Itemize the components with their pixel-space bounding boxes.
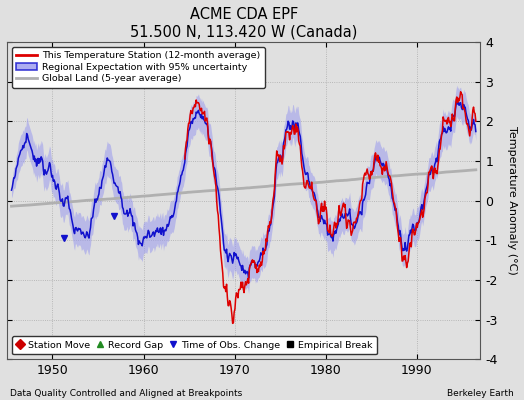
Text: Berkeley Earth: Berkeley Earth: [447, 389, 514, 398]
Text: Data Quality Controlled and Aligned at Breakpoints: Data Quality Controlled and Aligned at B…: [10, 389, 243, 398]
Legend: Station Move, Record Gap, Time of Obs. Change, Empirical Break: Station Move, Record Gap, Time of Obs. C…: [12, 336, 377, 354]
Title: ACME CDA EPF
51.500 N, 113.420 W (Canada): ACME CDA EPF 51.500 N, 113.420 W (Canada…: [130, 7, 357, 39]
Y-axis label: Temperature Anomaly (°C): Temperature Anomaly (°C): [507, 126, 517, 275]
